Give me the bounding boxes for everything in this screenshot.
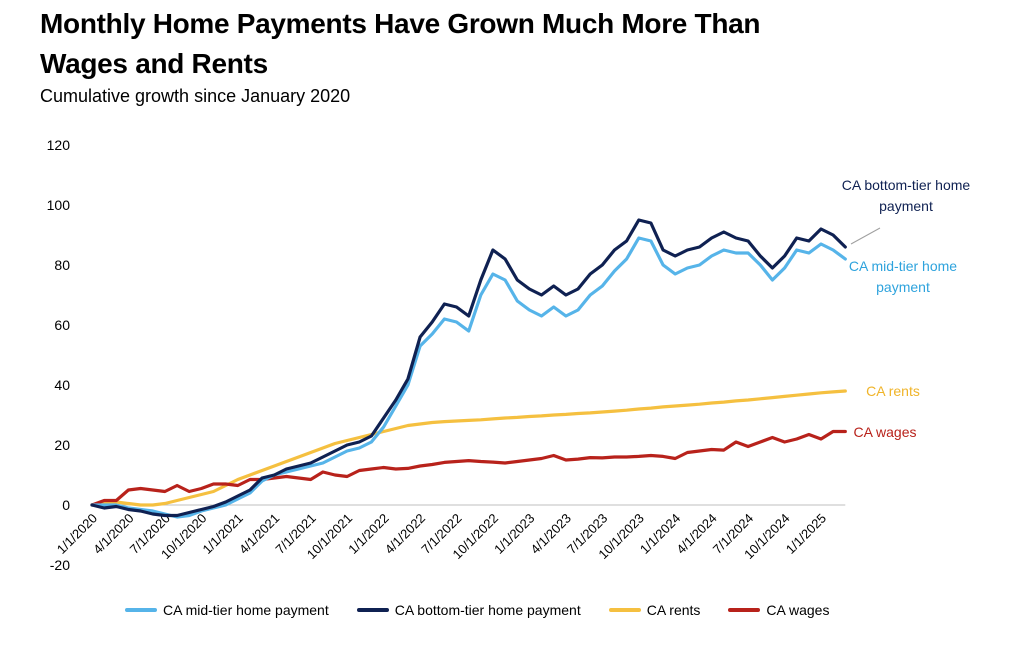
annotation-bottom-tier-line1: CA bottom-tier home <box>842 177 971 193</box>
chart-title: Monthly Home Payments Have Grown Much Mo… <box>40 8 761 79</box>
legend-label-rents: CA rents <box>646 602 701 618</box>
y-tick-label: 40 <box>54 377 70 393</box>
y-tick-label: 0 <box>62 497 70 513</box>
legend-swatch-rents <box>608 608 641 612</box>
annotation-mid-tier-line1: CA mid-tier home <box>849 258 957 274</box>
annotation-rents-line1: CA rents <box>866 383 920 399</box>
y-tick-label: 100 <box>47 197 71 213</box>
y-tick-label: -20 <box>50 557 70 573</box>
legend-item-rents: CA rents <box>608 602 701 618</box>
x-tick-label: 1/1/2025 <box>783 511 829 557</box>
y-tick-label: 20 <box>54 437 70 453</box>
chart-subtitle: Cumulative growth since January 2020 <box>40 86 351 106</box>
y-tick-label: 80 <box>54 257 70 273</box>
annotation-bottom-tier-line2: payment <box>879 198 933 214</box>
legend-item-bottom-tier: CA bottom-tier home payment <box>356 602 581 618</box>
annotation-wages-line1: CA wages <box>853 424 916 440</box>
line-chart: -200204060801001201/1/20204/1/20207/1/20… <box>47 137 971 573</box>
series-line-rents <box>90 389 847 507</box>
legend-label-mid-tier: CA mid-tier home payment <box>163 602 329 618</box>
y-tick-label: 120 <box>47 137 71 153</box>
series-line-wages <box>90 429 847 507</box>
legend-item-wages: CA wages <box>728 602 829 618</box>
annotation-leader-line <box>850 227 881 245</box>
legend-swatch-bottom-tier <box>356 608 389 612</box>
chart-legend: CA mid-tier home payment CA bottom-tier … <box>125 602 829 618</box>
legend-label-wages: CA wages <box>766 602 830 618</box>
series-line-bottom-tier <box>90 218 847 518</box>
annotation-mid-tier-line2: payment <box>876 279 930 295</box>
legend-item-mid-tier: CA mid-tier home payment <box>125 602 329 618</box>
legend-swatch-wages <box>728 608 761 612</box>
y-tick-label: 60 <box>54 317 70 333</box>
legend-swatch-mid-tier <box>125 608 157 612</box>
series-line-mid-tier <box>90 236 847 519</box>
legend-label-bottom-tier: CA bottom-tier home payment <box>394 602 581 618</box>
